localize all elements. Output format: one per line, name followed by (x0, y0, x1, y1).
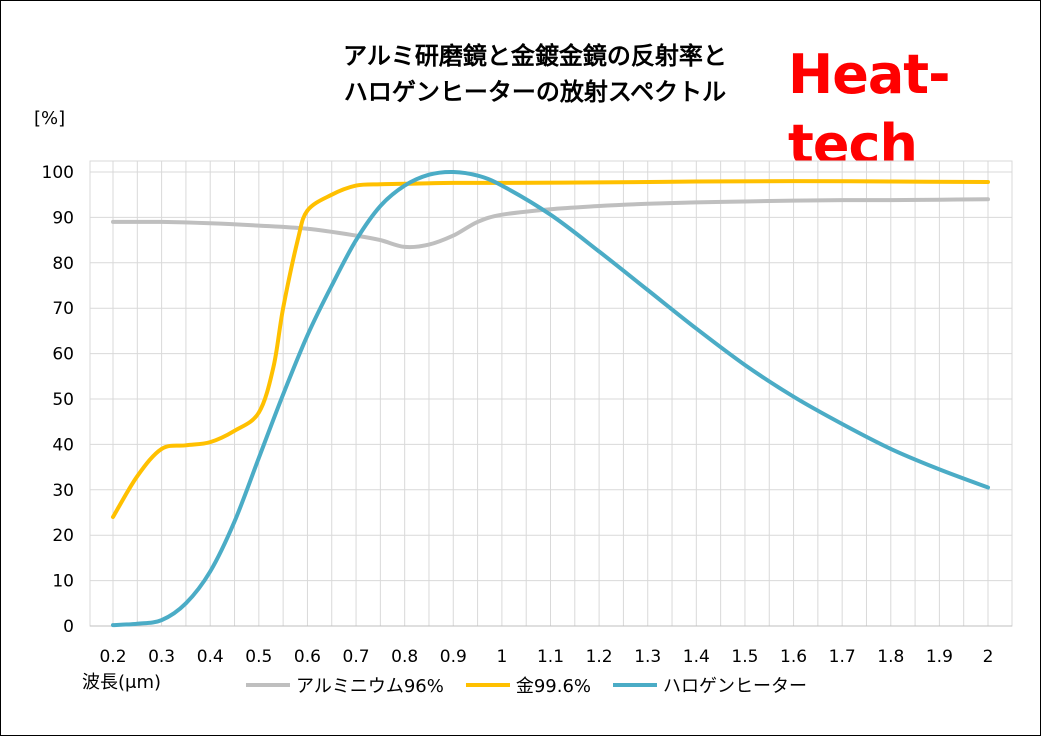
y-tick-label: 0 (63, 617, 74, 637)
y-tick-label: 10 (52, 572, 74, 592)
legend-item: 金99.6% (465, 672, 592, 698)
y-tick-label: 50 (52, 390, 74, 410)
y-tick-label: 60 (52, 345, 74, 365)
x-tick-label: 0.5 (245, 647, 272, 667)
x-tick-label: 0.6 (294, 647, 321, 667)
y-tick-label: 30 (52, 481, 74, 501)
legend-label: ハロゲンヒーター (663, 676, 808, 697)
x-tick-label: 0.4 (197, 647, 224, 667)
x-tick-label: 1.6 (780, 647, 807, 667)
x-axis-label: 波長(μm) (82, 672, 162, 693)
y-tick-label: 40 (52, 435, 74, 455)
legend-label: アルミニウム96% (296, 676, 444, 697)
chart-title: アルミ研磨鏡と金鍍金鏡の反射率と ハロゲンヒーターの放射スペクトル (300, 38, 770, 110)
x-tick-label: 0.3 (148, 647, 175, 667)
title-line-1: アルミ研磨鏡と金鍍金鏡の反射率と (343, 42, 727, 70)
x-tick-label: 0.7 (343, 647, 370, 667)
x-tick-label: 1 (496, 647, 507, 667)
x-tick-label: 2 (983, 647, 994, 667)
y-tick-label: 90 (52, 208, 74, 228)
y-tick-label: 70 (52, 299, 74, 319)
x-tick-label: 1.1 (537, 647, 564, 667)
x-tick-label: 1.8 (877, 647, 904, 667)
x-tick-label: 1.4 (683, 647, 710, 667)
legend-label: 金99.6% (515, 676, 592, 697)
title-line-2: ハロゲンヒーターの放射スペクトル (343, 78, 727, 106)
x-tick-label: 1.7 (829, 647, 856, 667)
legend-swatch (613, 683, 658, 687)
series-line-gold (111, 179, 990, 519)
y-tick-label: 100 (42, 163, 74, 183)
series-line-aluminium (111, 197, 990, 250)
legend-swatch (465, 683, 510, 687)
legend-item: ハロゲンヒーター (613, 672, 807, 698)
x-tick-label: 1.3 (634, 647, 661, 667)
y-tick-label: 20 (52, 526, 74, 546)
x-tick-label: 0.9 (440, 647, 467, 667)
x-tick-label: 0.8 (391, 647, 418, 667)
y-tick-label: 80 (52, 254, 74, 274)
x-tick-label: 1.2 (586, 647, 613, 667)
series-line-halogen (111, 169, 990, 628)
legend-swatch (246, 683, 290, 687)
x-tick-label: 0.2 (99, 647, 126, 667)
y-axis-label: [%] (34, 108, 66, 129)
x-tick-label: 1.5 (731, 647, 758, 667)
x-tick-label: 1.9 (926, 647, 953, 667)
legend-item: アルミニウム96% (246, 672, 444, 698)
chart-legend: アルミニウム96% 金99.6% ハロゲンヒーター (246, 672, 829, 698)
